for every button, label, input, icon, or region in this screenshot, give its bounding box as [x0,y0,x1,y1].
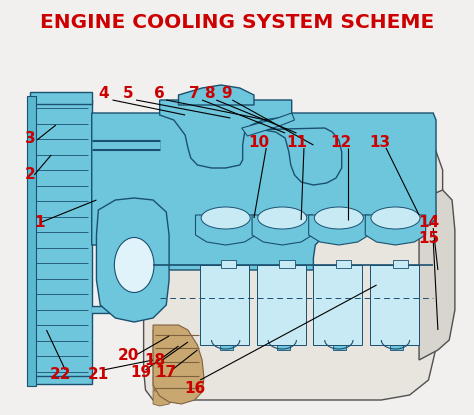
Text: 4: 4 [99,86,109,102]
Polygon shape [252,215,312,245]
Ellipse shape [114,237,154,293]
Text: 14: 14 [418,215,439,229]
Polygon shape [92,113,436,270]
Polygon shape [245,128,342,185]
Bar [30,100,92,380]
Polygon shape [242,113,294,136]
Polygon shape [153,330,172,346]
Polygon shape [419,190,455,360]
Bar [392,260,408,268]
Polygon shape [144,120,443,400]
Ellipse shape [201,207,250,229]
Ellipse shape [101,220,167,310]
Text: ENGINE COOLING SYSTEM SCHEME: ENGINE COOLING SYSTEM SCHEME [40,12,434,32]
Ellipse shape [258,207,307,229]
Polygon shape [96,198,169,322]
Bar [280,260,294,268]
Text: 18: 18 [145,352,165,368]
Text: 16: 16 [184,381,205,395]
Polygon shape [153,360,172,376]
Bar [313,265,363,345]
Polygon shape [153,390,172,406]
Text: 21: 21 [88,366,109,381]
Bar [30,92,92,104]
Text: 11: 11 [286,134,307,149]
Text: 9: 9 [221,86,232,102]
Bar [333,265,346,350]
Text: 20: 20 [118,347,139,362]
Text: 3: 3 [25,130,36,146]
Bar [336,260,351,268]
Polygon shape [153,345,172,361]
Text: 2: 2 [25,166,36,181]
Bar [200,265,249,345]
Bar [221,260,236,268]
Text: 1: 1 [35,215,45,229]
Text: 22: 22 [50,366,72,381]
Ellipse shape [314,207,364,229]
Text: 8: 8 [204,86,215,102]
Text: 10: 10 [248,134,269,149]
Polygon shape [160,100,292,168]
Bar [27,96,36,386]
Polygon shape [153,325,204,404]
Polygon shape [153,375,172,391]
Bar [277,265,290,350]
Text: 17: 17 [155,364,177,379]
Text: 6: 6 [154,86,165,102]
Text: 12: 12 [330,134,351,149]
Bar [390,265,403,350]
Text: 13: 13 [369,134,390,149]
Polygon shape [365,215,426,245]
Bar [30,376,92,384]
Text: 19: 19 [130,364,151,379]
Ellipse shape [371,207,420,229]
Bar [370,265,419,345]
Bar [220,265,233,350]
Polygon shape [179,85,254,105]
Bar [257,265,306,345]
Text: 15: 15 [418,230,439,246]
Text: 7: 7 [189,86,200,102]
Polygon shape [309,215,369,245]
Polygon shape [195,215,256,245]
Text: 5: 5 [123,86,134,102]
